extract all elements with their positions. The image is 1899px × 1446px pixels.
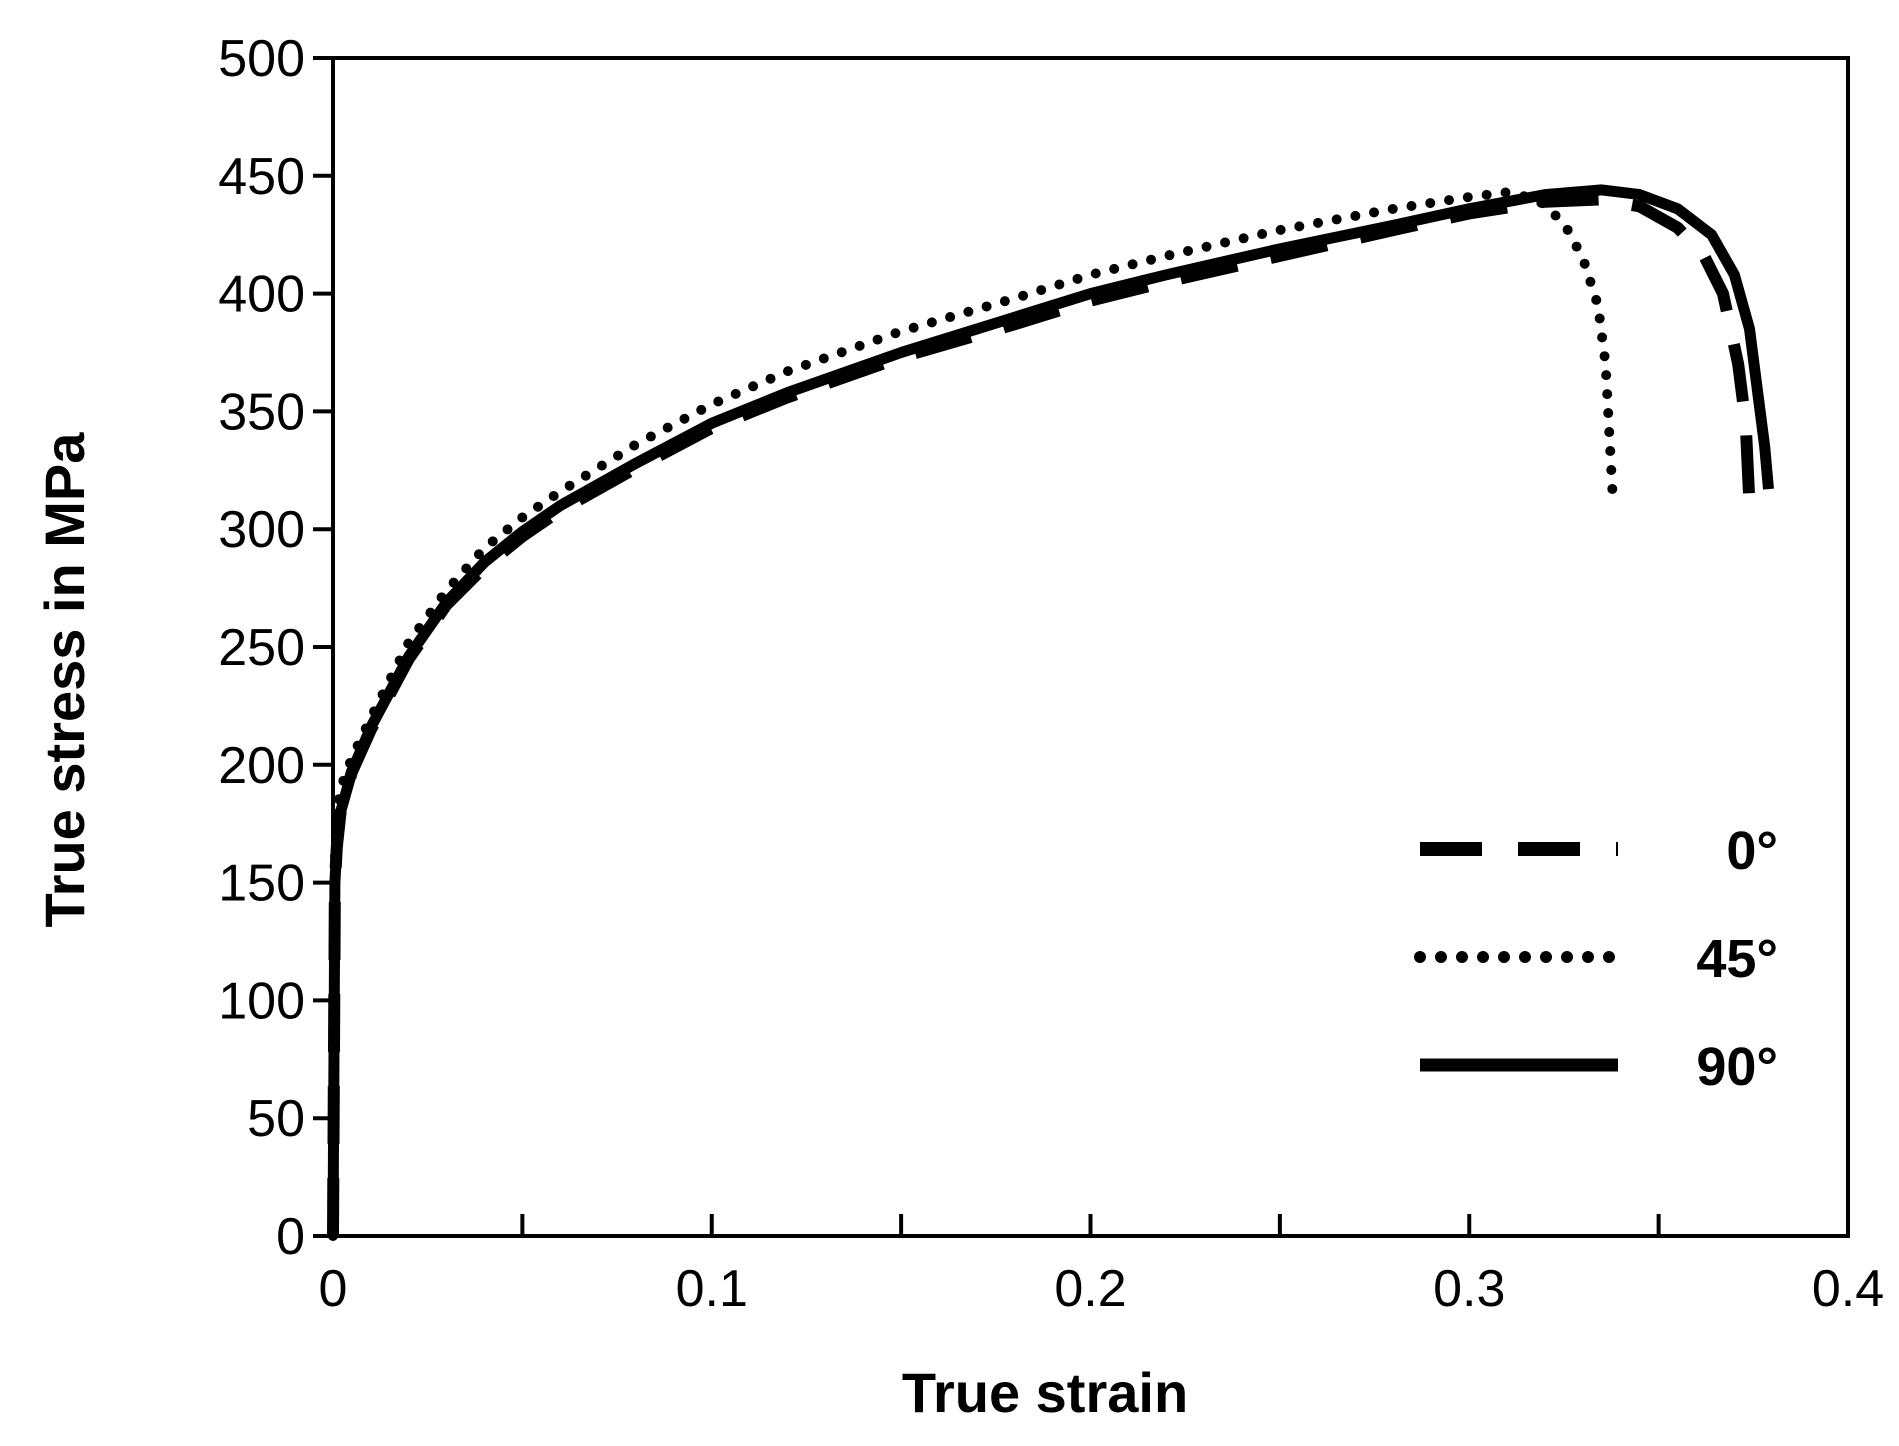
y-tick-label-5: 250 [218,619,305,677]
y-tick-label-10: 500 [218,30,305,88]
y-tick-label-7: 350 [218,383,305,441]
x-tick-label-6: 0.3 [1433,1260,1505,1318]
legend: 0° 45° 90° [1414,821,1778,1097]
y-tick-label-8: 400 [218,266,305,324]
legend-label-2: 90° [1696,1037,1778,1097]
ticks-layer [313,56,1850,1238]
x-tick-label-4: 0.2 [1054,1260,1126,1318]
legend-label-1: 45° [1696,929,1778,989]
y-tick-label-9: 450 [218,148,305,206]
y-axis-title: True stress in MPa [33,432,96,928]
y-tick-label-3: 150 [218,855,305,913]
x-tick-label-2: 0.1 [676,1260,748,1318]
y-tick-label-1: 50 [247,1090,305,1148]
x-axis-title: True strain [902,1361,1188,1424]
y-tick-label-0: 0 [276,1208,305,1266]
legend-label-0: 0° [1726,821,1778,881]
x-tick-label-8: 0.4 [1812,1260,1884,1318]
tick-labels-layer: 0 0.1 0.2 0.3 0.4 0 50 100 150 200 250 300 350 400 450… [218,30,1884,1318]
y-tick-label-6: 300 [218,501,305,559]
series-line-2 [327,184,1774,1237]
y-tick-label-4: 200 [218,737,305,795]
x-tick-label-0: 0 [319,1260,348,1318]
y-tick-label-2: 100 [218,972,305,1030]
series-layer [327,184,1774,1241]
